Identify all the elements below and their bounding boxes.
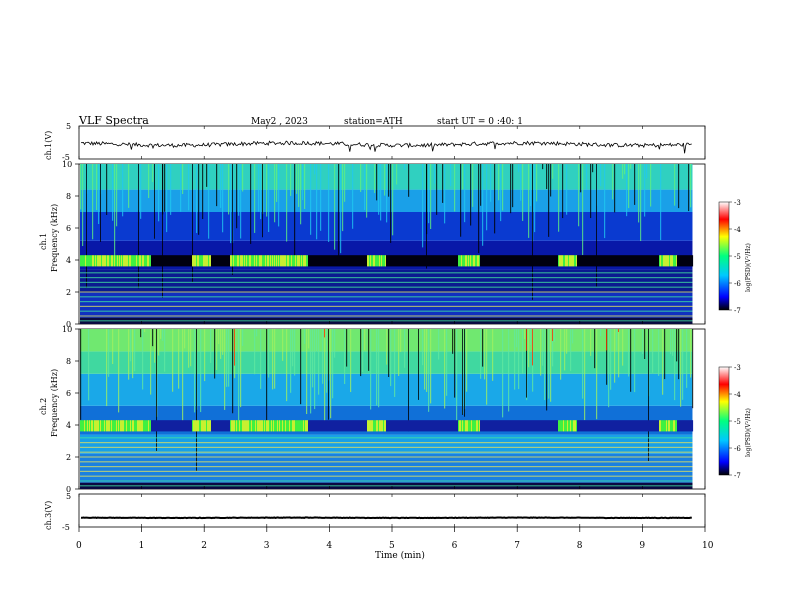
- colorbar-tick-label: -7: [734, 307, 741, 315]
- x-tick-label: 2: [201, 541, 207, 551]
- freq-tick-label: 0: [66, 320, 71, 329]
- ch2-spectrogram-panel: 0 2 4 6 8 10 ch.2 Frequency (kHz): [39, 325, 706, 494]
- colorbar-tick-label: -6: [734, 280, 741, 288]
- colorbar-tick-label: -3: [734, 199, 741, 207]
- ch1-spectrogram: [80, 164, 694, 324]
- x-tick-label: 7: [514, 541, 520, 551]
- colorbar-tick-label: -5: [734, 253, 741, 261]
- colorbar-tick-label: -3: [734, 364, 741, 372]
- station-label: station=ATH: [344, 117, 403, 127]
- ch1-spec-ylabel-channel: ch.1: [39, 233, 48, 250]
- x-tick-label: 10: [702, 541, 714, 551]
- x-tick-label: 3: [264, 541, 270, 551]
- x-axis: 0 1 2 3 4 5 6 7 8 9 10: [76, 527, 714, 551]
- ch1-trace: [80, 140, 692, 154]
- freq-tick-label: 10: [62, 160, 72, 169]
- freq-tick-label: 10: [62, 325, 72, 334]
- ch3-ytick-top: 5: [66, 492, 71, 501]
- freq-tick-label: 4: [66, 421, 71, 430]
- freq-tick-label: 4: [66, 256, 71, 265]
- ch1-ylabel: ch.1(V): [44, 131, 53, 160]
- freq-tick-label: 6: [66, 224, 71, 233]
- freq-tick-label: 6: [66, 389, 71, 398]
- ch1-ytick-top: 5: [66, 122, 71, 131]
- freq-tick-label: 0: [66, 485, 71, 494]
- x-tick-label: 5: [389, 541, 395, 551]
- freq-tick-label: 2: [66, 288, 71, 297]
- ch1-spec-ylabel-frequency: Frequency (kHz): [50, 204, 59, 272]
- figure-title: VLF Spectra: [78, 114, 149, 127]
- ch2-colorbar-label: log(PSD)(V²/Hz): [745, 408, 752, 457]
- colorbar-tick-label: -5: [734, 418, 741, 426]
- ch2-colorbar: -3 -4 -5 -6 -7 log(PSD)(V²/Hz): [718, 364, 752, 480]
- ch3-ytick-bottom: -5: [62, 523, 70, 532]
- ch1-ytick-bottom: -5: [62, 153, 70, 162]
- x-tick-label: 9: [639, 541, 645, 551]
- freq-tick-label: 8: [66, 357, 71, 366]
- ch3-ylabel: ch.3(V): [44, 501, 53, 530]
- ch1-spectrogram-panel: 0 2 4 6 8 10 ch.1 Frequency (kHz): [39, 160, 706, 329]
- x-tick-label: 8: [577, 541, 583, 551]
- colorbar-tick-label: -4: [734, 226, 741, 234]
- x-tick-label: 1: [139, 541, 145, 551]
- colorbar-tick-label: -6: [734, 445, 741, 453]
- freq-tick-label: 2: [66, 453, 71, 462]
- date-label: May2 , 2023: [251, 117, 308, 127]
- colorbar-tick-label: -4: [734, 391, 741, 399]
- ch3-trace: [80, 516, 692, 520]
- x-tick-label: 4: [326, 541, 332, 551]
- x-axis-label: Time (min): [375, 550, 425, 561]
- x-tick-label: 0: [76, 541, 82, 551]
- x-tick-label: 6: [452, 541, 458, 551]
- ch1-colorbar: -3 -4 -5 -6 -7 log(PSD)(V²/Hz): [718, 199, 752, 315]
- ch3-timeseries-panel: 5 -5 ch.3(V): [44, 492, 706, 532]
- ch2-spec-ylabel-frequency: Frequency (kHz): [50, 369, 59, 437]
- start-time-label: start UT = 0 :40: 1: [437, 117, 523, 127]
- ch2-spectrogram: [80, 329, 694, 489]
- freq-tick-label: 8: [66, 192, 71, 201]
- ch1-colorbar-label: log(PSD)(V²/Hz): [745, 243, 752, 292]
- ch1-timeseries-panel: 5 -5 ch.1(V): [44, 122, 706, 162]
- colorbar-tick-label: -7: [734, 472, 741, 480]
- ch2-spec-ylabel-channel: ch.2: [39, 398, 48, 415]
